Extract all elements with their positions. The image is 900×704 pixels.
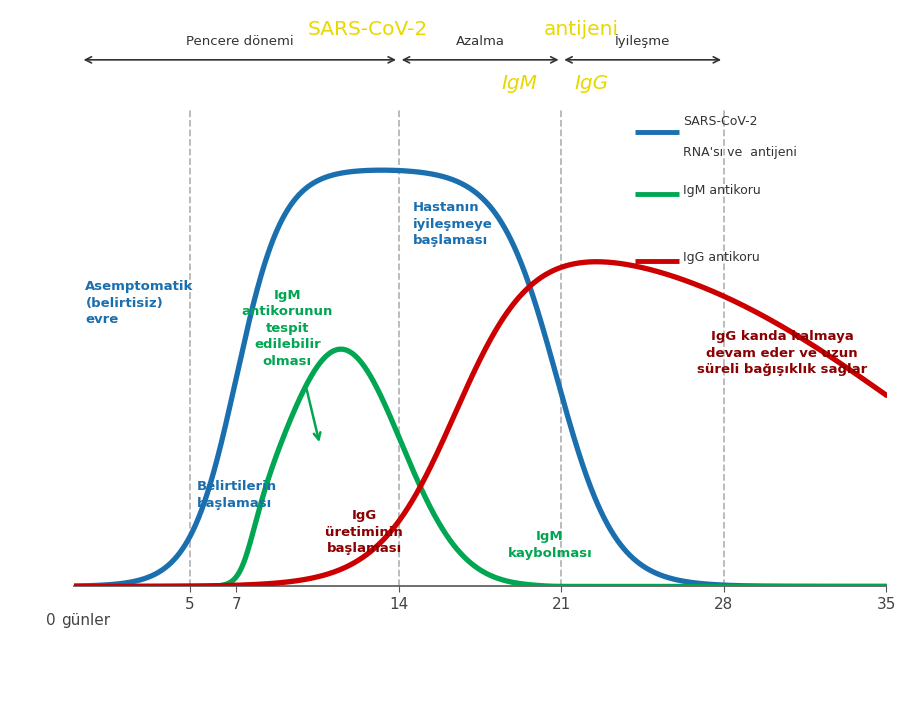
Text: antijeni: antijeni [544, 20, 618, 39]
Text: Azalma: Azalma [455, 35, 505, 48]
Text: IgM
kaybolması: IgM kaybolması [508, 530, 592, 560]
Text: SARS-CoV-2: SARS-CoV-2 [308, 20, 428, 39]
Text: drozdogan.com 2020: drozdogan.com 2020 [16, 670, 178, 686]
Text: 0: 0 [46, 612, 56, 628]
Text: IgG
üretiminin
başlaması: IgG üretiminin başlaması [325, 509, 403, 555]
Text: bağışıklık sisteminin geliştirdiği antikorların (: bağışıklık sisteminin geliştirdiği antik… [51, 74, 501, 93]
Text: İyileşme: İyileşme [615, 34, 670, 48]
Text: IgG: IgG [574, 74, 608, 93]
Text: IgM: IgM [501, 74, 537, 93]
Text: günler: günler [61, 612, 111, 628]
Text: Asemptomatik
(belirtisiz)
evre: Asemptomatik (belirtisiz) evre [86, 280, 194, 327]
Text: Hastanın
iyileşmeye
başlaması: Hastanın iyileşmeye başlaması [413, 201, 492, 247]
Text: ) RNA'sı ve: ) RNA'sı ve [428, 20, 544, 39]
Text: Belirtilerin
başlaması: Belirtilerin başlaması [197, 480, 277, 510]
Text: RNA'sı ve  antijeni: RNA'sı ve antijeni [683, 146, 797, 159]
Text: IgM antikoru: IgM antikoru [683, 184, 761, 197]
Text: SARS-CoV-2: SARS-CoV-2 [683, 115, 758, 128]
Text: IgG antikoru: IgG antikoru [683, 251, 760, 264]
Text: Pencere dönemi: Pencere dönemi [186, 35, 293, 48]
Text: IgG kanda kalmaya
devam eder ve uzun
süreli bağışıklık sağlar: IgG kanda kalmaya devam eder ve uzun sür… [697, 330, 867, 377]
Text: ve virüse karşı: ve virüse karşı [618, 20, 771, 39]
Text: Yeni koronavirüs (: Yeni koronavirüs ( [129, 20, 308, 39]
Text: ) zamana karşı değişimi: ) zamana karşı değişimi [608, 74, 849, 93]
Text: IgM
antikorunun
tespit
edilebilir
olması: IgM antikorunun tespit edilebilir olması [242, 289, 333, 367]
Text: ve: ve [537, 74, 574, 93]
